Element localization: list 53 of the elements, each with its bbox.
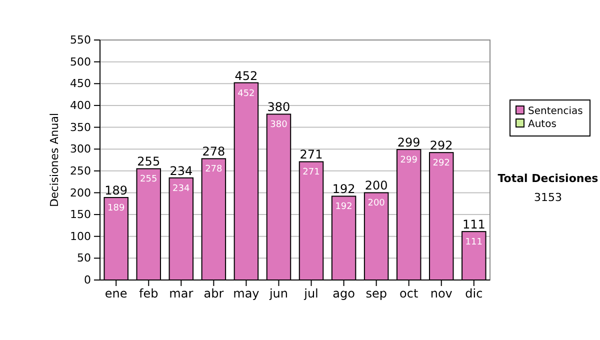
legend-label: Sentencias	[528, 106, 583, 117]
x-tick-label: mar	[169, 286, 194, 301]
x-tick-label: ene	[104, 286, 128, 301]
y-tick-label: 250	[70, 164, 91, 178]
x-tick-label: jun	[268, 286, 288, 301]
total-label: 189	[104, 184, 128, 198]
data-label: 234	[172, 184, 190, 194]
data-label: 189	[108, 204, 125, 214]
x-tick-label: oct	[400, 286, 418, 301]
data-label: 192	[335, 202, 352, 212]
y-tick-label: 50	[77, 252, 91, 265]
x-tick-label: may	[233, 286, 260, 301]
y-tick-label: 450	[70, 77, 91, 90]
text: Total Decisiones	[498, 172, 599, 185]
total-label: 111	[462, 218, 486, 232]
y-tick-label: 300	[70, 142, 91, 156]
y-tick-label: 550	[70, 34, 91, 47]
y-tick-label: 150	[70, 208, 91, 222]
total-label: 271	[300, 148, 323, 162]
legend-label: Autos	[528, 119, 556, 130]
data-label: 380	[270, 120, 288, 130]
data-label: 278	[205, 164, 223, 175]
data-label: 255	[140, 174, 158, 185]
y-tick-label: 400	[70, 98, 91, 112]
y-tick-label: 500	[70, 55, 91, 68]
y-tick-label: 350	[70, 120, 91, 134]
data-label: 292	[432, 158, 450, 169]
total-label: 192	[332, 182, 356, 196]
total-label: 292	[430, 138, 453, 153]
total-label: 452	[234, 68, 258, 83]
data-label: 299	[400, 156, 418, 166]
x-tick-label: sep	[366, 286, 387, 301]
total-label: 200	[364, 178, 388, 193]
x-tick-label: nov	[430, 286, 452, 301]
total-label: 278	[202, 144, 226, 159]
total-label: 234	[170, 164, 193, 178]
total-label: 255	[137, 154, 160, 169]
text: 3153	[534, 191, 562, 204]
data-label: 271	[302, 168, 320, 178]
x-tick-label: feb	[139, 286, 158, 301]
x-tick-label: dic	[465, 286, 483, 301]
total-label: 299	[397, 136, 420, 150]
y-tick-label: 200	[70, 186, 91, 200]
data-label: 111	[465, 238, 482, 248]
x-tick-label: jul	[303, 286, 318, 301]
x-tick-label: ago	[332, 286, 355, 301]
x-tick-label: abr	[204, 286, 224, 301]
y-tick-label: 100	[70, 230, 91, 243]
data-label: 200	[368, 198, 386, 209]
total-label: 380	[267, 100, 290, 114]
data-label: 452	[238, 88, 255, 99]
y-axis-title: Decisiones Anual	[48, 112, 61, 208]
y-tick-label: 0	[84, 274, 91, 287]
